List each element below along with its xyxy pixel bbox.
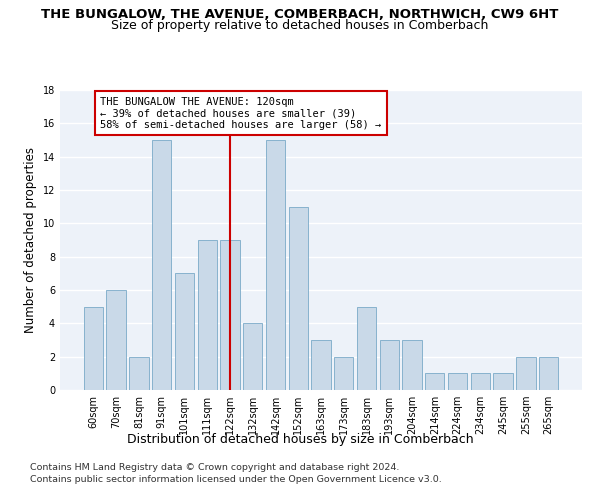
Bar — [357, 306, 376, 390]
Text: THE BUNGALOW, THE AVENUE, COMBERBACH, NORTHWICH, CW9 6HT: THE BUNGALOW, THE AVENUE, COMBERBACH, NO… — [41, 8, 559, 20]
Bar — [425, 374, 445, 390]
Text: THE BUNGALOW THE AVENUE: 120sqm
← 39% of detached houses are smaller (39)
58% of: THE BUNGALOW THE AVENUE: 120sqm ← 39% of… — [100, 96, 382, 130]
Text: Distribution of detached houses by size in Comberbach: Distribution of detached houses by size … — [127, 432, 473, 446]
Bar — [84, 306, 103, 390]
Bar — [334, 356, 353, 390]
Bar — [106, 290, 126, 390]
Bar — [175, 274, 194, 390]
Bar — [197, 240, 217, 390]
Bar — [152, 140, 172, 390]
Y-axis label: Number of detached properties: Number of detached properties — [24, 147, 37, 333]
Text: Contains public sector information licensed under the Open Government Licence v3: Contains public sector information licen… — [30, 474, 442, 484]
Bar — [470, 374, 490, 390]
Bar — [493, 374, 513, 390]
Text: Contains HM Land Registry data © Crown copyright and database right 2024.: Contains HM Land Registry data © Crown c… — [30, 464, 400, 472]
Bar — [448, 374, 467, 390]
Bar — [220, 240, 239, 390]
Bar — [516, 356, 536, 390]
Bar — [403, 340, 422, 390]
Bar — [311, 340, 331, 390]
Bar — [129, 356, 149, 390]
Bar — [539, 356, 558, 390]
Text: Size of property relative to detached houses in Comberbach: Size of property relative to detached ho… — [112, 19, 488, 32]
Bar — [266, 140, 285, 390]
Bar — [243, 324, 262, 390]
Bar — [289, 206, 308, 390]
Bar — [380, 340, 399, 390]
